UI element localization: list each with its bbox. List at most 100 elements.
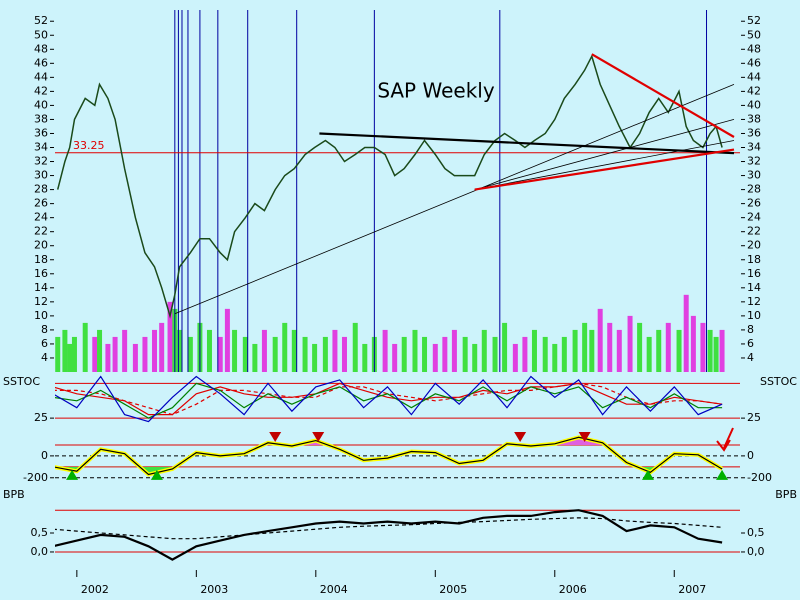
y-tick-label: 26 <box>34 197 48 210</box>
volume-bar <box>522 336 528 372</box>
y-tick-label: 16 <box>747 267 761 280</box>
y-tick-label: 25 <box>34 411 48 424</box>
y-tick-label: 18 <box>747 253 761 266</box>
volume-bar <box>656 329 662 372</box>
volume-bar <box>719 329 725 372</box>
volume-bar <box>159 322 165 372</box>
volume-bar <box>122 329 128 372</box>
volume-bar <box>401 336 407 372</box>
volume-bar <box>462 336 468 372</box>
y-tick-label: 12 <box>747 295 761 308</box>
y-tick-label: 36 <box>34 126 48 139</box>
volume-bar <box>261 329 267 372</box>
volume-bar <box>132 343 138 372</box>
x-tick-label: 2002 <box>81 583 109 596</box>
y-tick-label: 12 <box>34 295 48 308</box>
volume-bar <box>472 343 478 372</box>
volume-bar <box>542 336 548 372</box>
series-line <box>55 509 723 561</box>
buy-signal <box>66 469 79 480</box>
volume-bar <box>607 322 613 372</box>
y-tick-label: 28 <box>747 183 761 196</box>
volume-bar <box>341 336 347 372</box>
panel-label: SSTOC <box>760 375 797 388</box>
panel <box>55 435 740 479</box>
series-line <box>55 436 723 476</box>
volume-bar <box>627 315 633 372</box>
panel-label: BPB <box>3 488 25 501</box>
volume-bar <box>291 329 297 372</box>
y-tick-label: 40 <box>747 98 761 111</box>
y-tick-label: 6 <box>41 337 48 350</box>
y-tick-label: 8 <box>41 323 48 336</box>
volume-bar <box>676 329 682 372</box>
buy-signal <box>150 469 163 480</box>
y-tick-label: 0,5 <box>31 526 49 539</box>
trend-line <box>474 119 735 190</box>
volume-bar <box>700 322 706 372</box>
buy-signal <box>716 469 729 480</box>
series-line <box>55 382 723 416</box>
y-tick-label: 16 <box>34 267 48 280</box>
volume-bar <box>442 336 448 372</box>
volume-bar <box>187 336 193 372</box>
volume-bar <box>646 336 652 372</box>
volume-bar <box>713 336 719 372</box>
volume-bar <box>432 343 438 372</box>
series-line <box>55 375 723 423</box>
y-tick-label: 8 <box>747 323 754 336</box>
volume-bar <box>302 336 308 372</box>
panel-label: SSTOC <box>3 375 40 388</box>
y-tick-label: 38 <box>747 112 761 125</box>
price-line <box>56 54 723 319</box>
chart-title: SAP Weekly <box>377 79 495 103</box>
volume-bar <box>481 329 487 372</box>
y-tick-label: 30 <box>34 169 48 182</box>
volume-bar <box>62 329 68 372</box>
y-tick-label: 42 <box>34 84 48 97</box>
volume-bar <box>502 322 508 372</box>
y-tick-label: 52 <box>747 14 761 27</box>
volume-bar <box>177 329 183 372</box>
series-line <box>55 382 723 419</box>
sell-signal <box>269 431 282 442</box>
volume-bar <box>512 343 518 372</box>
y-tick-label: 50 <box>747 28 761 41</box>
y-tick-label: 38 <box>34 112 48 125</box>
y-tick-label: 0,5 <box>747 526 765 539</box>
y-tick-label: 18 <box>34 253 48 266</box>
volume-bar <box>232 329 238 372</box>
sell-signal <box>514 431 527 442</box>
y-tick-label: -200 <box>23 471 48 484</box>
volume-bar <box>412 329 418 372</box>
y-tick-label: 44 <box>34 70 48 83</box>
volume-bar <box>206 329 212 372</box>
y-tick-label: 4 <box>747 351 754 364</box>
y-tick-label: 24 <box>747 211 761 224</box>
y-tick-label: 22 <box>747 225 761 238</box>
volume-bar <box>362 343 368 372</box>
panel <box>55 10 740 372</box>
panel <box>55 375 740 423</box>
volume-bar <box>572 329 578 372</box>
volume-bar <box>112 336 118 372</box>
volume-bar <box>492 336 498 372</box>
x-tick-label: 2003 <box>200 583 228 596</box>
volume-bar <box>71 336 77 372</box>
y-tick-label: 32 <box>747 155 761 168</box>
buy-signal <box>641 469 654 480</box>
sell-signal <box>312 431 325 442</box>
volume-bar <box>142 336 148 372</box>
y-tick-label: 48 <box>747 42 761 55</box>
volume-bar <box>272 336 278 372</box>
y-tick-label: 44 <box>747 70 761 83</box>
volume-bar <box>665 322 671 372</box>
x-tick-label: 2007 <box>678 583 706 596</box>
hline-label: 33.25 <box>73 139 105 152</box>
volume-bar <box>531 329 537 372</box>
volume-bar <box>352 322 358 372</box>
y-tick-label: 32 <box>34 155 48 168</box>
panel <box>55 509 740 561</box>
trend-line <box>174 84 735 315</box>
